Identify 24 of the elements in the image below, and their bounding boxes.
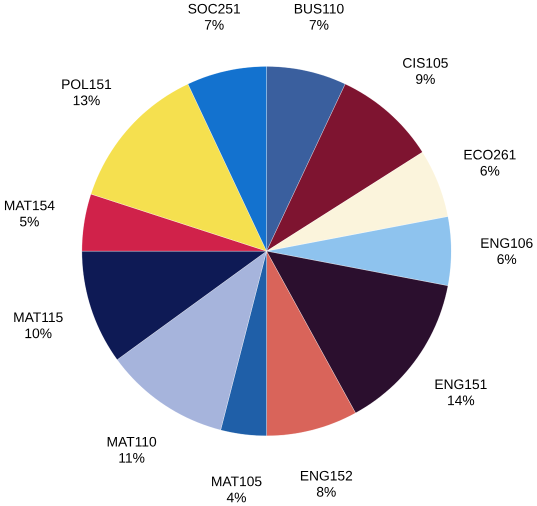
data-label: 14% (448, 395, 474, 406)
slice-label: ENG152 (300, 470, 352, 481)
slice-label: MAT105 (212, 476, 262, 486)
data-label: 7% (204, 20, 224, 30)
slice-label: CIS105 (403, 58, 448, 68)
data-label: 7% (310, 20, 328, 30)
slice-label: SOC251 (188, 4, 240, 14)
slice-label: MAT110 (108, 436, 156, 447)
slice-label: MAT154 (4, 200, 55, 210)
data-label: 11% (119, 452, 144, 463)
data-label: 6% (497, 254, 516, 264)
data-label: 9% (416, 74, 435, 84)
slice-label: MAT115 (14, 312, 63, 322)
data-label: 10% (25, 328, 52, 338)
data-label: 4% (226, 492, 246, 502)
data-label: 5% (20, 216, 39, 226)
slice-label: ENG106 (481, 238, 533, 248)
slice-label: POL151 (62, 79, 112, 90)
slice-label: ENG151 (436, 379, 487, 390)
slice-label: ECO261 (464, 150, 516, 160)
slice-label: BUS110 (294, 4, 344, 14)
data-label: 13% (74, 95, 100, 106)
data-label: 8% (316, 486, 336, 497)
data-label: 6% (480, 166, 500, 176)
